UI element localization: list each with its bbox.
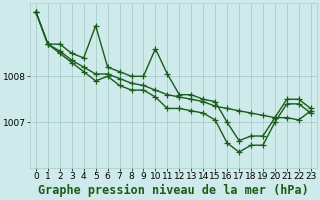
X-axis label: Graphe pression niveau de la mer (hPa): Graphe pression niveau de la mer (hPa) [38,184,309,197]
